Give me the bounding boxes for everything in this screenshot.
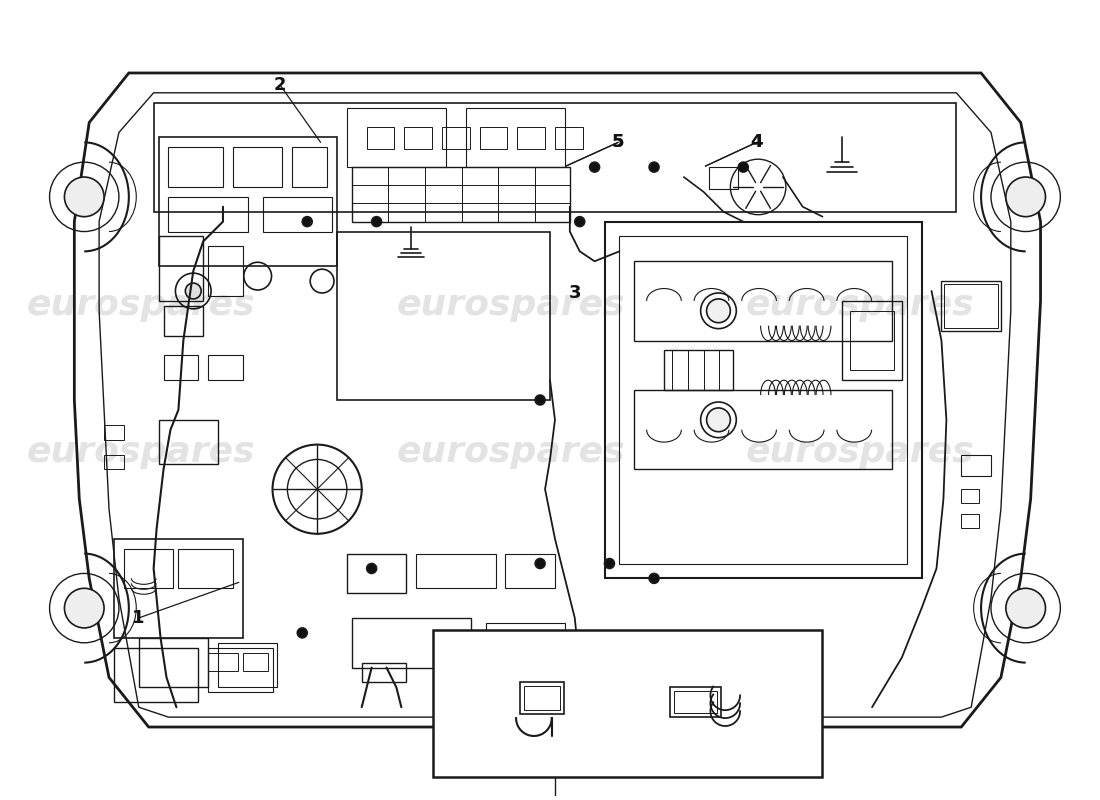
Bar [942, 281, 1001, 330]
Bar [346, 554, 406, 594]
Circle shape [738, 162, 748, 172]
Bar [168, 197, 248, 231]
Bar [485, 623, 565, 662]
Bar [405, 127, 432, 150]
Bar [164, 355, 198, 380]
Circle shape [302, 217, 312, 226]
Bar [520, 682, 563, 714]
Bar [850, 311, 894, 370]
Bar [346, 108, 446, 167]
Bar [475, 707, 510, 727]
Bar [517, 127, 546, 150]
Bar [961, 514, 979, 528]
Bar [442, 127, 470, 150]
Circle shape [372, 217, 382, 226]
Bar [465, 108, 565, 167]
Bar [168, 147, 223, 187]
Bar [233, 147, 283, 187]
Bar [158, 420, 218, 465]
Bar [114, 648, 198, 702]
Bar [635, 262, 892, 341]
Circle shape [590, 162, 600, 172]
Bar [673, 691, 717, 713]
Bar [243, 653, 267, 670]
Circle shape [65, 588, 104, 628]
Bar [708, 167, 738, 189]
Bar [208, 246, 243, 296]
Text: eurospares: eurospares [26, 288, 255, 322]
Circle shape [575, 217, 585, 226]
Circle shape [649, 162, 659, 172]
Bar [114, 538, 243, 638]
Bar [263, 197, 332, 231]
Bar [352, 167, 570, 222]
Bar [366, 127, 395, 150]
Bar [961, 454, 991, 476]
Bar [139, 638, 208, 687]
Bar [208, 653, 238, 670]
Bar [664, 350, 734, 390]
Bar [158, 138, 337, 266]
Bar [154, 102, 956, 212]
Bar [293, 147, 327, 187]
Bar [535, 675, 575, 698]
Bar [104, 425, 124, 440]
Bar [945, 284, 998, 328]
Circle shape [185, 283, 201, 299]
Text: 4: 4 [750, 134, 763, 151]
Bar [480, 127, 507, 150]
Circle shape [1005, 177, 1045, 217]
Text: eurospares: eurospares [746, 434, 975, 469]
Bar [208, 648, 273, 692]
Bar [362, 662, 406, 682]
Bar [436, 678, 495, 702]
Text: 3: 3 [569, 284, 581, 302]
Circle shape [706, 299, 730, 322]
Text: 5: 5 [612, 134, 625, 151]
Circle shape [1005, 588, 1045, 628]
Bar [352, 618, 471, 667]
Text: 4: 4 [750, 134, 763, 151]
Text: eurospares: eurospares [397, 288, 626, 322]
Circle shape [535, 395, 546, 405]
Text: eurospares: eurospares [746, 288, 975, 322]
Text: 1: 1 [132, 609, 145, 627]
Circle shape [535, 558, 546, 569]
Circle shape [605, 558, 615, 569]
Bar [670, 687, 722, 717]
Bar [609, 675, 649, 698]
Bar [505, 554, 556, 588]
Bar [124, 549, 174, 588]
Circle shape [366, 563, 376, 574]
Bar [524, 686, 560, 710]
Text: 5: 5 [612, 134, 625, 151]
Circle shape [649, 574, 659, 583]
Bar [104, 454, 124, 470]
Bar [961, 489, 979, 503]
Text: 2: 2 [274, 76, 286, 94]
Circle shape [297, 628, 307, 638]
Bar [433, 630, 822, 777]
Bar [635, 390, 892, 470]
Circle shape [706, 408, 730, 432]
Bar [208, 355, 243, 380]
Bar [158, 237, 204, 301]
Bar [556, 127, 583, 150]
Bar [178, 549, 233, 588]
Bar [416, 554, 495, 588]
Circle shape [65, 177, 104, 217]
Text: eurospares: eurospares [397, 434, 626, 469]
Text: eurospares: eurospares [26, 434, 255, 469]
Bar [164, 306, 204, 335]
Bar [218, 642, 277, 687]
Bar [337, 231, 550, 400]
Bar [843, 301, 902, 380]
